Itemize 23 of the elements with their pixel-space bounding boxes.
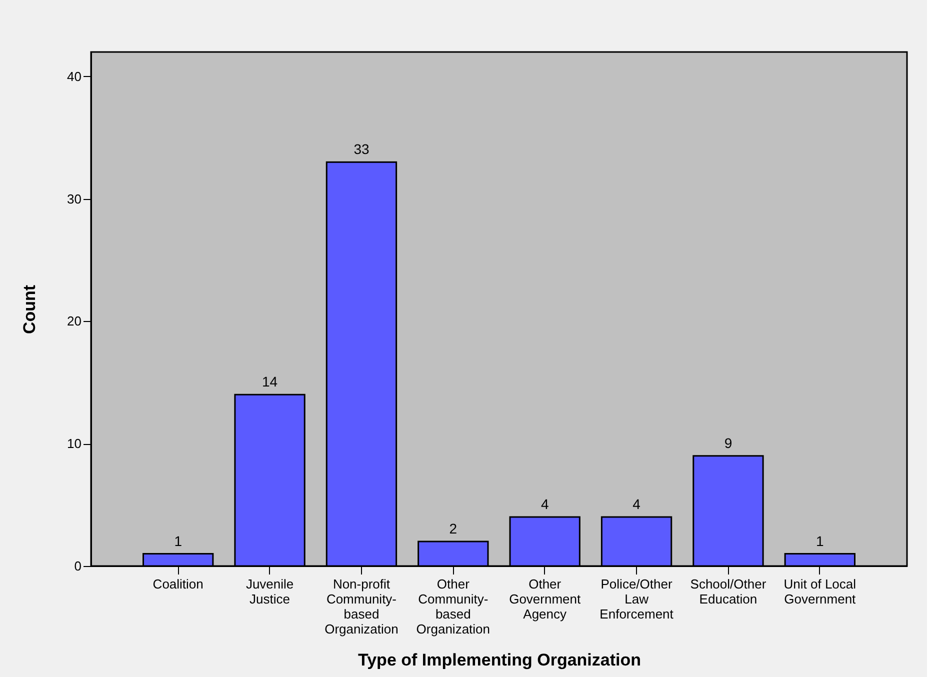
y-tick-label: 40 — [67, 68, 82, 84]
x-tick-label: Other Government Agency — [509, 576, 581, 622]
y-axis-title: Count — [20, 284, 40, 334]
data-label: 4 — [632, 496, 641, 512]
y-tick-label: 30 — [67, 191, 82, 206]
data-label: 9 — [724, 434, 732, 451]
x-tick-label: Police/Other Law Enforcement — [600, 576, 674, 622]
x-tick-label: Coalition — [152, 576, 204, 592]
data-label: 1 — [816, 532, 824, 549]
x-tick-label: School/Other Education — [690, 576, 767, 606]
data-label: 2 — [449, 520, 458, 537]
data-label: 33 — [354, 141, 370, 158]
x-axis-title: Type of Implementing Organization — [358, 650, 642, 670]
data-label: 1 — [174, 532, 182, 549]
x-tick-label: Other Community-based Organization — [416, 576, 490, 636]
y-tick-label: 20 — [67, 314, 82, 329]
x-tick-label: Juvenile Justice — [246, 576, 294, 606]
x-tick-label: Unit of Local Government — [784, 576, 856, 606]
y-tick-label: 0 — [74, 558, 82, 574]
data-label: 14 — [262, 374, 278, 390]
x-tick-label: Non-profit Community-based Organization — [324, 576, 398, 636]
data-label: 4 — [540, 496, 549, 512]
y-tick-label: 10 — [67, 436, 82, 452]
